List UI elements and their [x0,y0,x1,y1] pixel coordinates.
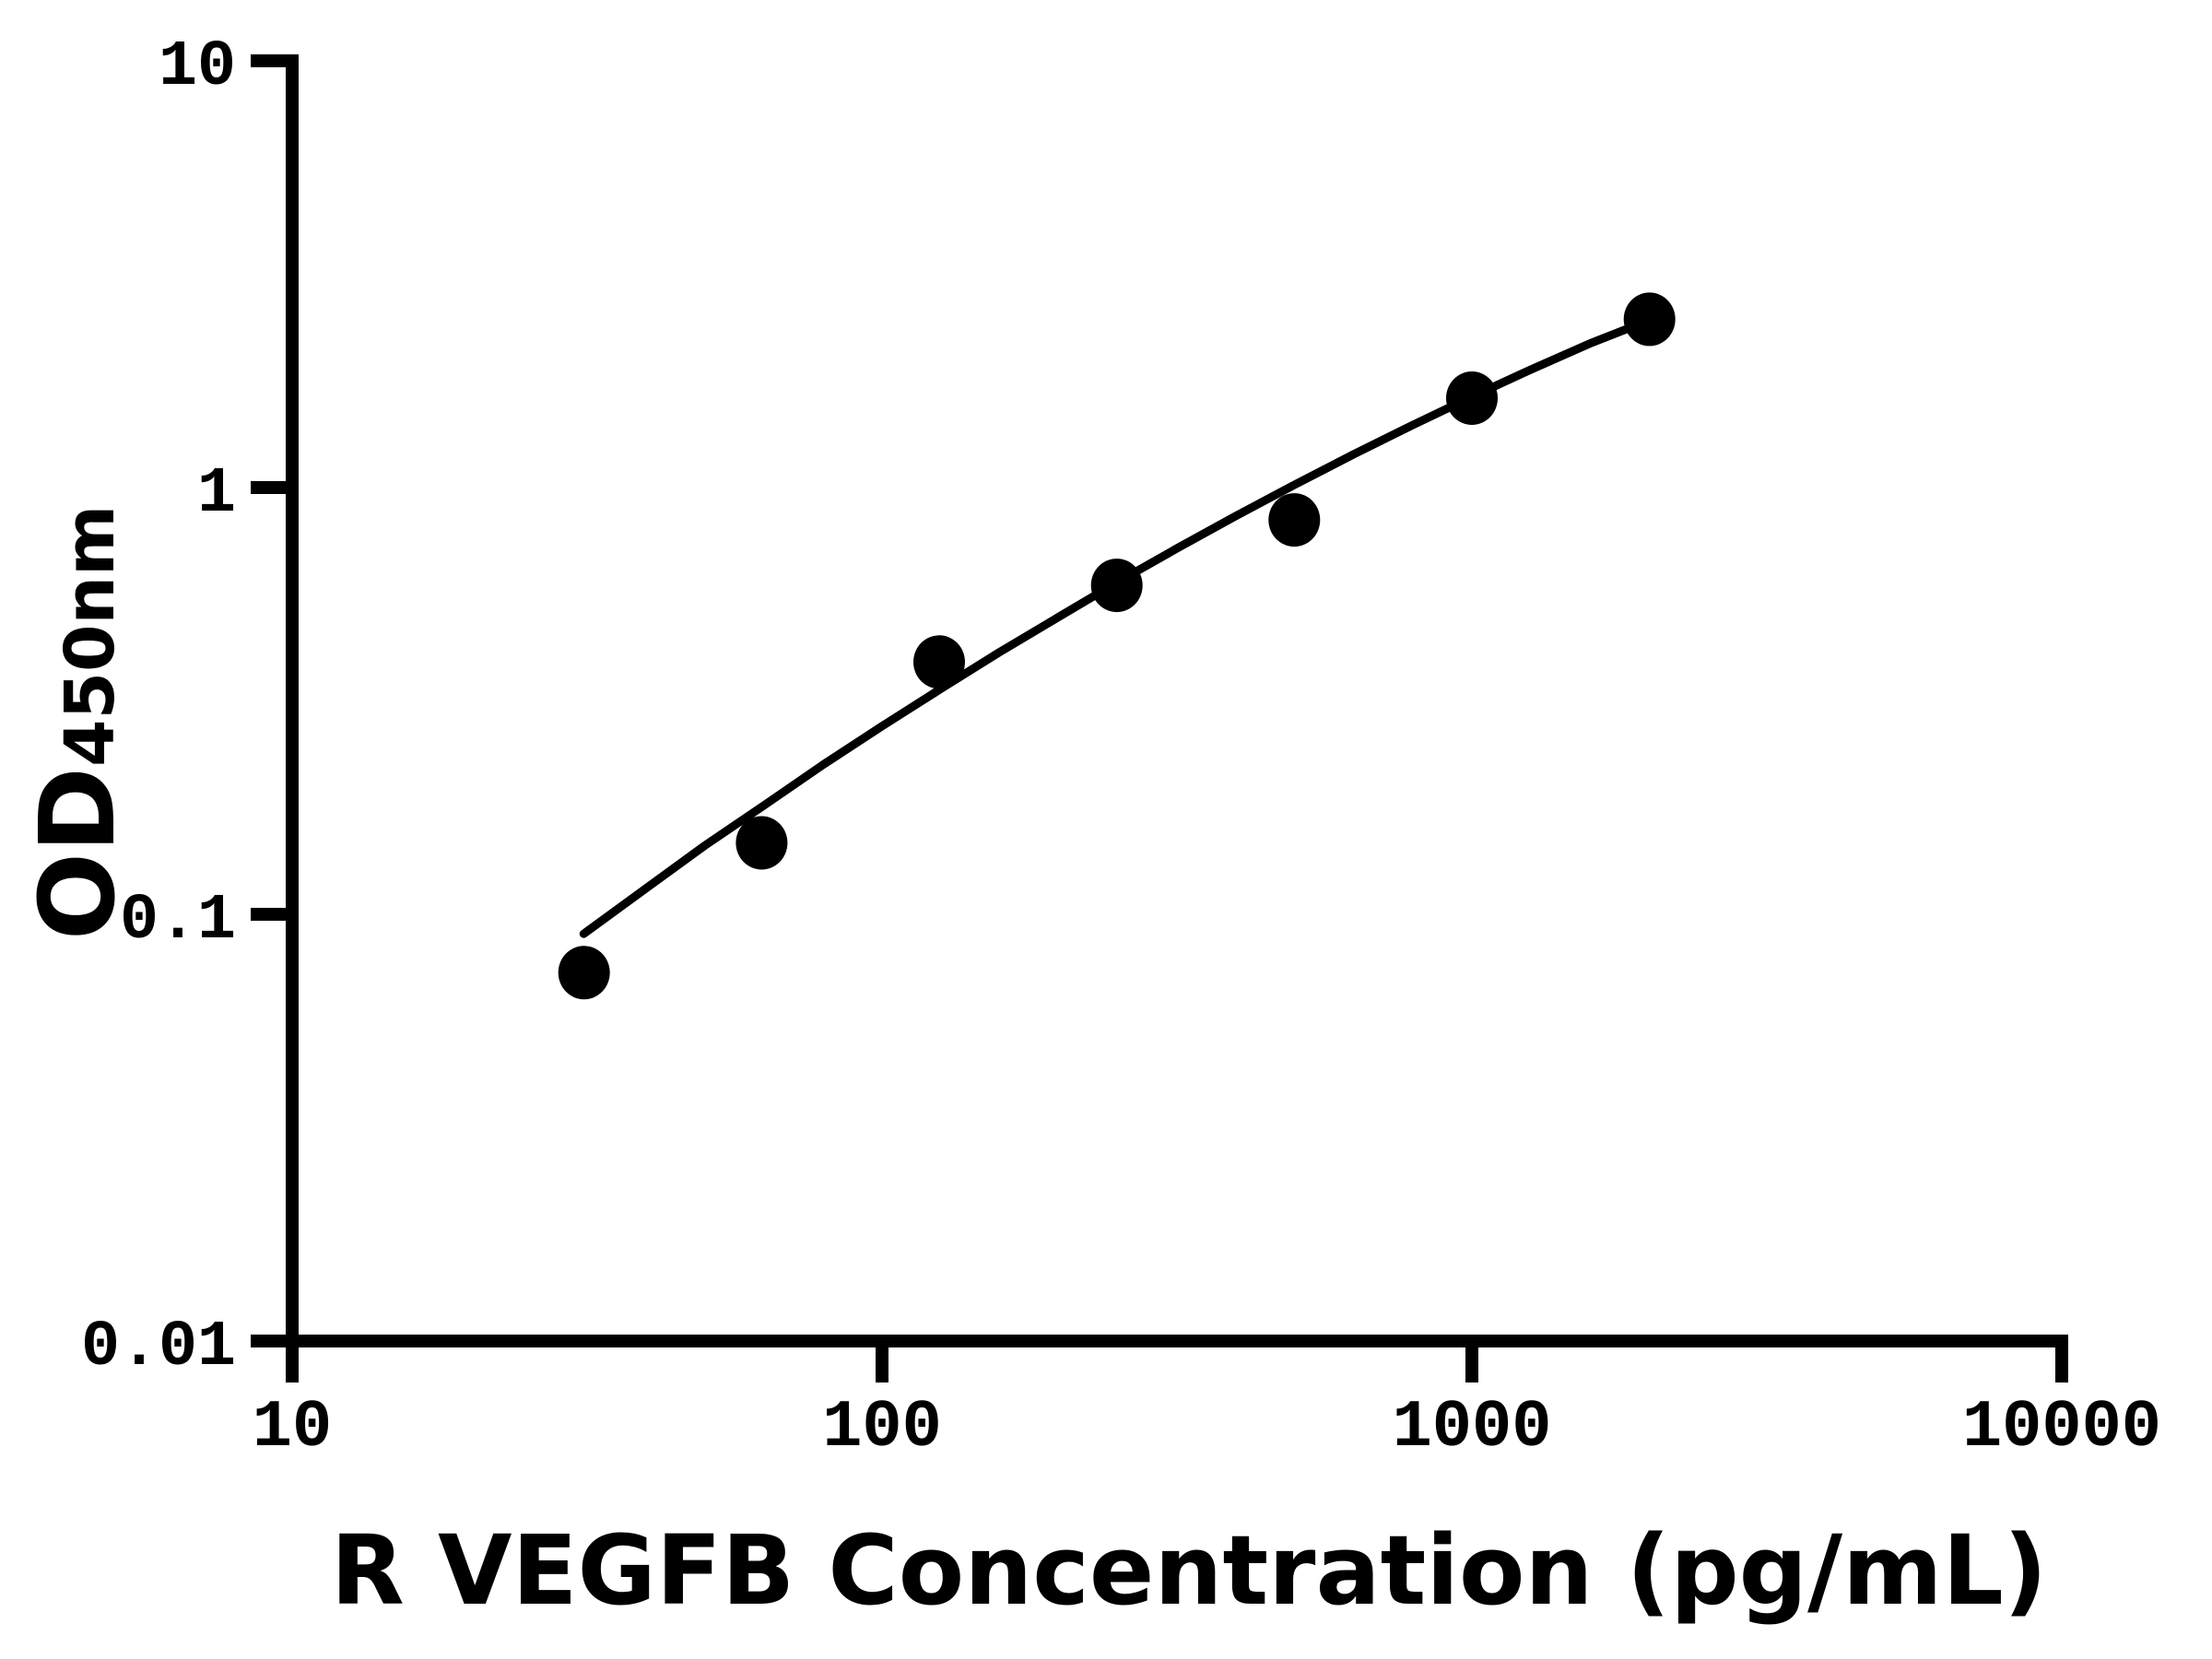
x-tick-label: 100 [822,1390,942,1465]
data-point [1446,371,1498,425]
y-axis-title-text: OD450nm [18,505,138,940]
data-points-group [558,292,1676,1000]
x-axis-ticks: 10 100 1000 10000 [253,1341,2161,1465]
data-point [1623,292,1676,347]
data-point [735,816,788,870]
y-axis-title: OD450nm [18,505,138,940]
axes [286,54,2068,1347]
data-point [1268,493,1321,547]
y-tick-label: 10 [159,31,236,104]
y-axis-ticks: 10 1 0.1 0.01 [81,31,292,1384]
y-tick-label: 0.01 [81,1312,236,1384]
x-axis-title: R VEGFB Concentration (pg/mL) [331,1514,2048,1627]
od-subscript-label: 450nm [51,505,130,767]
x-tick-label: 10000 [1962,1390,2161,1465]
y-tick-label: 0.1 [120,885,236,958]
od-label: OD [18,767,138,940]
x-tick-label: 10 [253,1390,332,1465]
data-point [1090,559,1143,613]
x-tick-label: 1000 [1393,1390,1552,1465]
y-tick-label: 1 [197,458,236,531]
data-point [558,946,610,1000]
data-point [913,635,965,689]
